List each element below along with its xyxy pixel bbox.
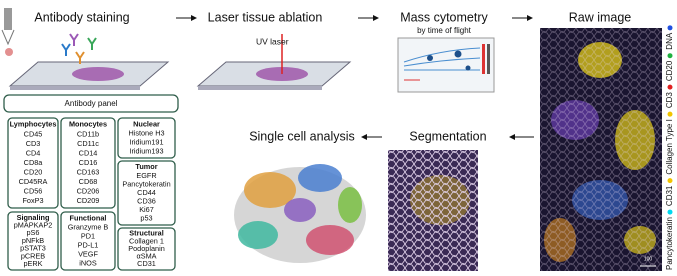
marker: p53 bbox=[140, 214, 152, 223]
legend-label: Pancytokeratin bbox=[665, 217, 674, 270]
group-name: Structural bbox=[129, 229, 163, 238]
group-box bbox=[117, 227, 176, 271]
group-name: Nuclear bbox=[133, 119, 160, 128]
marker: PD-L1 bbox=[78, 240, 99, 249]
marker: CD4 bbox=[26, 148, 41, 157]
label: UV laser bbox=[256, 36, 289, 46]
group-name: Signaling bbox=[17, 213, 50, 222]
marker: pNFkB bbox=[22, 236, 44, 245]
arrows bbox=[176, 15, 534, 140]
segmentation-image bbox=[388, 150, 478, 271]
marker: CD56 bbox=[24, 187, 43, 196]
step-title: Mass cytometry bbox=[400, 10, 488, 24]
marker: CD45 bbox=[24, 129, 43, 138]
marker: pCREB bbox=[21, 251, 45, 260]
marker: pSTAT3 bbox=[20, 244, 46, 253]
marker: pERK bbox=[23, 259, 42, 268]
step-title: Segmentation bbox=[409, 129, 486, 143]
group-box bbox=[117, 117, 176, 159]
group-name: Tumor bbox=[135, 162, 157, 171]
step-title: Antibody staining bbox=[34, 10, 129, 24]
marker: Iridium191 bbox=[129, 137, 163, 146]
step-title: Single cell analysis bbox=[249, 129, 355, 143]
group-name: Functional bbox=[70, 213, 107, 222]
legend-label: CD31 bbox=[665, 185, 674, 206]
marker: Granzyme B bbox=[68, 222, 109, 231]
staining-illustration bbox=[1, 8, 170, 90]
legend-label: CD3 bbox=[665, 92, 674, 109]
marker: CD11b bbox=[77, 129, 99, 138]
marker: CD44 bbox=[137, 188, 156, 197]
step-subtitle: by time of flight bbox=[417, 26, 472, 35]
marker: CD163 bbox=[77, 167, 100, 176]
legend-dot bbox=[667, 25, 673, 31]
marker: CD31 bbox=[137, 259, 156, 268]
marker: CD206 bbox=[77, 187, 100, 196]
group-box bbox=[117, 160, 176, 226]
group-box bbox=[7, 211, 59, 271]
step-title: Raw image bbox=[569, 10, 632, 24]
marker: Histone H3 bbox=[128, 128, 164, 137]
marker: CD16 bbox=[79, 158, 98, 167]
legend-dot bbox=[667, 53, 673, 59]
legend-dot bbox=[667, 111, 673, 117]
legend-label: DNA bbox=[665, 32, 674, 50]
ablation-illustration: UV laser bbox=[196, 34, 352, 90]
marker: αSMA bbox=[136, 252, 156, 261]
group-box bbox=[60, 117, 116, 209]
marker: pS6 bbox=[27, 228, 40, 237]
legend-dot bbox=[667, 178, 673, 184]
legend-label: Collagen Type I bbox=[665, 119, 674, 174]
step-title: Laser tissue ablation bbox=[208, 10, 323, 24]
raw-image-legend: Pancytokeratin CD31 Collagen Type I CD3 CD20… bbox=[665, 25, 674, 270]
panel-title: Antibody panel bbox=[65, 99, 118, 108]
marker: CD14 bbox=[79, 148, 98, 157]
legend-label: CD20 bbox=[665, 60, 674, 81]
group-box bbox=[60, 211, 116, 271]
legend-dot bbox=[667, 209, 673, 215]
marker: EGFR bbox=[136, 171, 156, 180]
umap-plot bbox=[234, 164, 366, 263]
marker: iNOS bbox=[79, 258, 97, 267]
marker: Collagen 1 bbox=[129, 236, 164, 245]
marker: Ki67 bbox=[139, 205, 154, 214]
marker: Pancytokeratin bbox=[122, 179, 170, 188]
marker: CD209 bbox=[77, 196, 100, 205]
group-box bbox=[7, 117, 59, 209]
group-name: Monocytes bbox=[69, 120, 107, 129]
legend-dot bbox=[667, 84, 673, 90]
marker: Podoplanin bbox=[128, 244, 165, 253]
marker: FoxP3 bbox=[22, 196, 43, 205]
marker: CD45RA bbox=[19, 177, 48, 186]
marker: CD36 bbox=[137, 196, 156, 205]
marker: CD3 bbox=[26, 139, 41, 148]
titles: Antibody staining Laser tissue ablation … bbox=[34, 10, 631, 143]
marker: CD68 bbox=[79, 177, 98, 186]
marker: pMAPKAP2 bbox=[14, 220, 53, 229]
group-name: Lymphocytes bbox=[10, 120, 57, 129]
marker: Iridium193 bbox=[129, 146, 163, 155]
antibody-panel: Antibody panel LymphocytesCD45CD3CD4CD8a… bbox=[3, 94, 179, 271]
marker: CD11c bbox=[77, 139, 99, 148]
raw-image: 100 bbox=[540, 28, 662, 271]
marker: PD1 bbox=[81, 231, 95, 240]
marker: VEGF bbox=[78, 249, 98, 258]
cytometry-illustration bbox=[397, 37, 495, 93]
marker: CD20 bbox=[24, 167, 43, 176]
scale-bar-label: 100 bbox=[644, 256, 653, 262]
marker: CD8a bbox=[24, 158, 44, 167]
